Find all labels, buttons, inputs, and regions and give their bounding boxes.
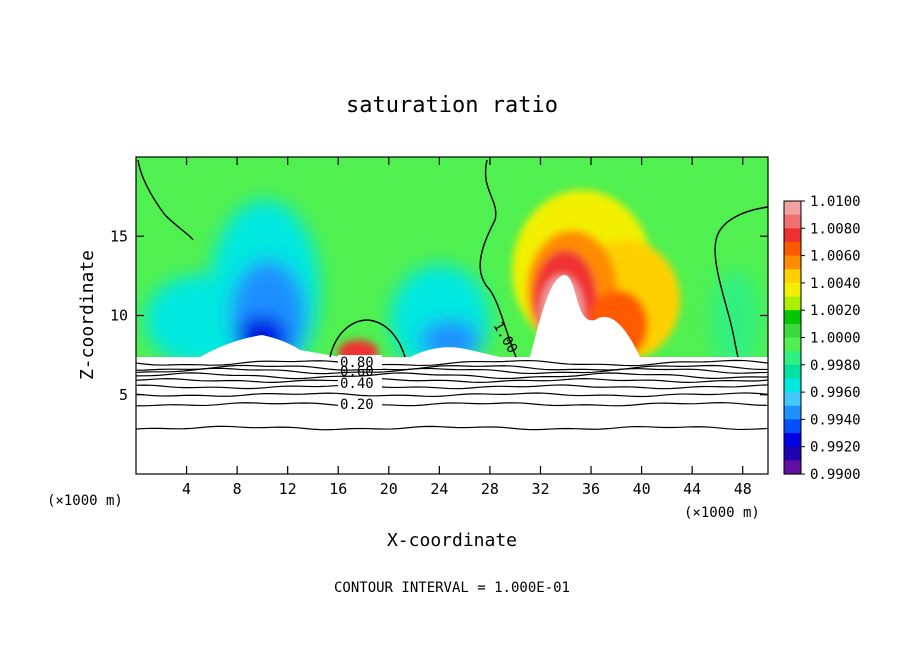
contour-interval-note: CONTOUR INTERVAL = 1.000E-01 (334, 580, 570, 596)
x-tick-label: 4 (182, 480, 191, 498)
colorbar-swatch (784, 310, 801, 325)
y-tick-label: 10 (110, 307, 128, 325)
patch-right-teal (710, 270, 760, 357)
colorbar-swatch (784, 228, 801, 243)
colorbar-swatch (784, 241, 801, 257)
plot-lower-region (136, 357, 768, 474)
x-tick-label: 40 (633, 480, 651, 498)
contour-1-left (137, 159, 194, 241)
colorbar-swatch (784, 392, 801, 407)
colorbar-swatch (784, 446, 801, 461)
x-unit-left: (×1000 m) (47, 493, 123, 509)
contour-1-right (714, 206, 769, 358)
terrain-contour-line (135, 377, 769, 383)
y-axis-label: Z-coordinate (77, 250, 98, 380)
colorbar-swatch (784, 201, 801, 216)
colorbar-swatch (784, 323, 801, 339)
contour-label-020: 0.20 (340, 397, 374, 413)
colorbar-swatch (784, 296, 801, 311)
x-axis-label: X-coordinate (387, 530, 517, 551)
colorbar-label: 0.9940 (810, 412, 861, 428)
colorbar-swatch (784, 337, 801, 352)
chart-title: saturation ratio (346, 93, 558, 118)
colorbar-swatch (784, 405, 801, 420)
y-tick-label: 15 (110, 227, 128, 245)
colorbar-label: 1.0100 (810, 194, 861, 210)
y-tick-label: 5 (119, 386, 128, 404)
colorbar-swatch (784, 378, 801, 393)
colorbar-label: 1.0000 (810, 331, 861, 347)
x-tick-label: 8 (233, 480, 242, 498)
terrain-contour-line (135, 367, 769, 375)
x-tick-label: 20 (380, 480, 398, 498)
label-mask-040 (338, 377, 382, 390)
colorbar-label: 1.0020 (810, 303, 861, 319)
colorbar-swatch (784, 282, 801, 298)
saturated-region (530, 275, 640, 357)
x-tick-label: 28 (481, 480, 499, 498)
contour-label-040: 0.40 (340, 376, 374, 392)
x-tick-label: 16 (329, 480, 347, 498)
colorbar-label: 0.9900 (810, 467, 861, 483)
contour-label-060: 0.60 (340, 364, 374, 380)
colorbar-label: 0.9920 (810, 440, 861, 456)
terrain-contour-line (135, 402, 769, 407)
terrain-contour-line (135, 384, 769, 390)
y-axis: 5 10 15 (110, 227, 768, 404)
terrain-contour-line (135, 359, 769, 367)
colorbar-label: 1.0040 (810, 276, 861, 292)
terrain-contours (135, 359, 769, 431)
colorbar-swatch (784, 419, 801, 434)
terrain-mask (136, 335, 768, 357)
x-tick-label: 24 (430, 480, 448, 498)
colorbar-label: 1.0080 (810, 221, 861, 237)
field-contours (137, 159, 769, 358)
colorbar-label: 0.9960 (810, 385, 861, 401)
x-unit-right: (×1000 m) (684, 505, 760, 521)
label-mask-020 (338, 397, 382, 410)
colorbar-label: 0.9980 (810, 358, 861, 374)
patch-red-small (338, 340, 378, 357)
x-axis: 4 8 12 16 20 24 28 32 36 40 44 48 (182, 157, 752, 498)
terrain-contour-line (135, 392, 769, 398)
x-tick-label: 12 (279, 480, 297, 498)
terrain-contour-line (135, 364, 769, 371)
colorbar-swatch (784, 433, 801, 448)
label-mask-080 (338, 355, 382, 369)
colorbar-swatch (784, 269, 801, 284)
colorbar-swatch (784, 351, 801, 366)
plot-area (136, 157, 768, 357)
x-tick-label: 44 (683, 480, 701, 498)
terrain-contour-line (135, 372, 769, 380)
terrain-contour-line (135, 425, 769, 431)
contour-1-mid (479, 159, 517, 358)
colorbar-swatch (784, 214, 801, 229)
colorbar-swatch (784, 255, 801, 270)
x-tick-label: 36 (582, 480, 600, 498)
colorbar-swatch (784, 364, 801, 380)
contour-label-080: 0.80 (340, 355, 374, 371)
contour-1-center (329, 319, 406, 358)
colorbar-label: 1.0060 (810, 249, 861, 265)
colorbar: 1.0100 1.0080 1.0060 1.0040 1.0020 1.0000 0.99… (783, 194, 861, 483)
colorbar-swatch (784, 460, 801, 475)
x-tick-label: 32 (531, 480, 549, 498)
patch-mid-blue (420, 320, 480, 357)
x-tick-label: 48 (734, 480, 752, 498)
